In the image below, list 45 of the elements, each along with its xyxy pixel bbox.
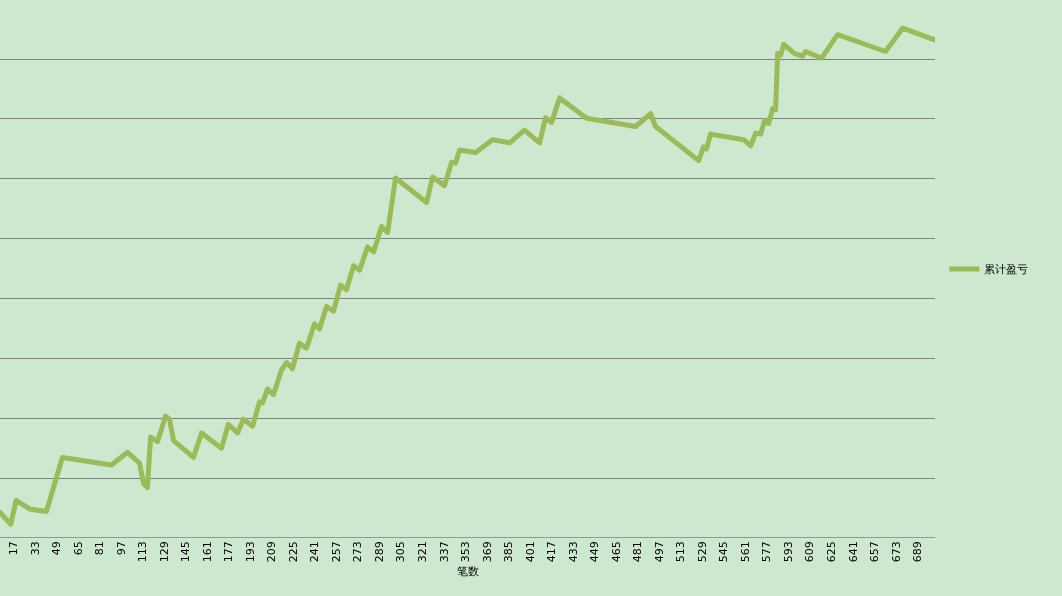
x-tick-label: 33	[28, 541, 42, 556]
x-tick-label: 673	[889, 541, 903, 563]
x-tick-label: 545	[717, 541, 731, 563]
x-tick-label: 145	[179, 541, 193, 563]
x-tick-label: 17	[7, 541, 21, 556]
x-tick-label: 161	[200, 541, 214, 563]
x-tick-label: 513	[674, 541, 688, 563]
x-tick-label: 641	[846, 541, 860, 563]
x-tick-label: 97	[114, 541, 128, 556]
x-tick-label: 417	[545, 541, 559, 563]
x-tick-label: 529	[695, 541, 709, 563]
x-tick-label: 273	[351, 541, 365, 563]
x-tick-label: 225	[286, 541, 300, 563]
x-tick-label: 609	[803, 541, 817, 563]
x-axis-title: 笔数	[456, 565, 479, 579]
x-tick-label: 433	[566, 541, 580, 563]
x-tick-label: 321	[416, 541, 430, 563]
legend-label: 累计盈亏	[984, 263, 1029, 277]
x-tick-label: 353	[459, 541, 473, 563]
x-tick-label: 289	[372, 541, 386, 563]
x-tick-label: 561	[738, 541, 752, 563]
x-tick-label: 689	[911, 541, 925, 563]
x-tick-label: 113	[136, 541, 150, 563]
x-tick-label: 657	[868, 541, 882, 563]
x-tick-label: 449	[588, 541, 602, 563]
x-tick-label: 209	[265, 541, 279, 563]
x-tick-label: 497	[652, 541, 666, 563]
x-tick-label: 337	[437, 541, 451, 563]
x-tick-label: 193	[243, 541, 257, 563]
x-tick-label: 257	[329, 541, 343, 563]
x-tick-label: 481	[631, 541, 645, 563]
x-tick-label: 385	[502, 541, 516, 563]
x-tick-label: 241	[308, 541, 322, 563]
x-tick-label: 81	[93, 541, 107, 556]
x-tick-label: 401	[523, 541, 537, 563]
x-tick-label: 65	[71, 541, 85, 556]
x-tick-label: 177	[222, 541, 236, 563]
x-tick-label: 625	[824, 541, 838, 563]
x-tick-label: 465	[609, 541, 623, 563]
x-tick-label: 369	[480, 541, 494, 563]
x-tick-label: 305	[394, 541, 408, 563]
x-tick-label: 129	[157, 541, 171, 563]
x-tick-label: 577	[760, 541, 774, 563]
x-tick-label: 49	[50, 541, 64, 556]
x-tick-label: 593	[781, 541, 795, 563]
